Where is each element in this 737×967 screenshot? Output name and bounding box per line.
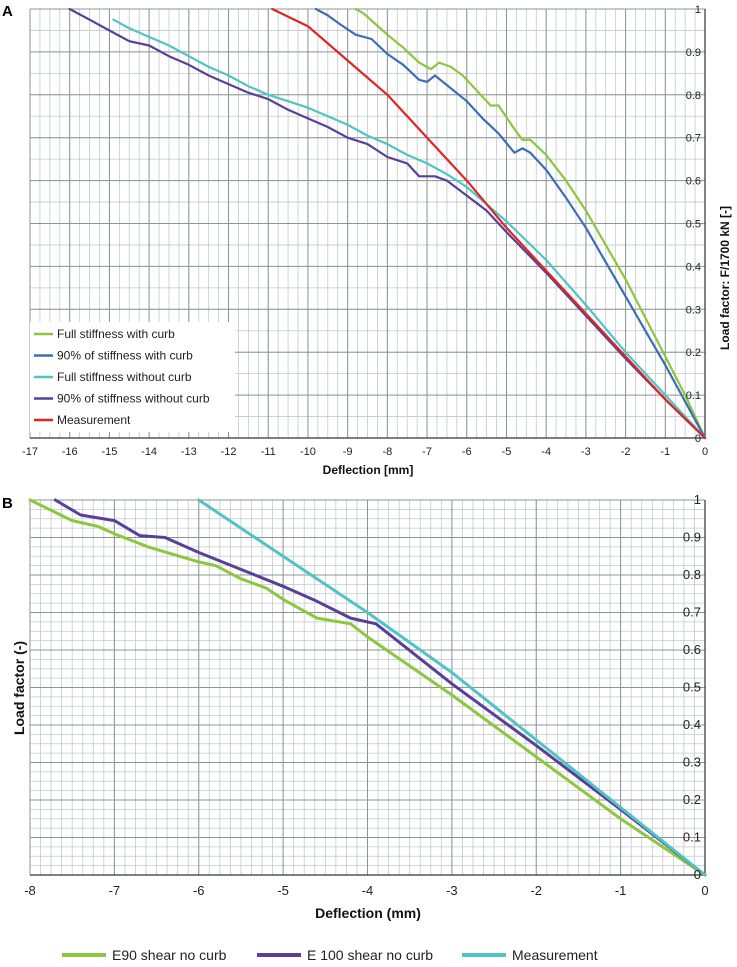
x-tick-label: -15: [101, 446, 117, 458]
x-tick-label: -4: [362, 883, 374, 898]
y-tick-label: 0.3: [683, 755, 701, 770]
legend-label-1: E90 shear no curb: [112, 947, 227, 963]
x-tick-label: 0: [702, 446, 708, 458]
panel-a-x-ticks: -17 -16 -15 -14 -13 -12 -11 -10 -9 -8 -7 -6 -5 -4 -3 -2…: [22, 446, 708, 458]
y-tick-label: 0.7: [683, 605, 701, 620]
panel-a-y-axis-label: Load factor: F/1700 kN [-]: [718, 206, 732, 350]
legend-label-5: Measurement: [57, 413, 131, 427]
panel-b-y-axis-label: Load factor (-): [11, 641, 27, 735]
panel-a-y-ticks: 0 0.1 0.2 0.3 0.4 0.5 0.6 0.7 0.8 0.9 1: [686, 4, 701, 445]
legend-label-4: 90% of stiffness without curb: [57, 392, 210, 406]
series-line-4: [68, 7, 707, 440]
y-tick-label: 0: [695, 433, 701, 445]
x-tick-label: -13: [181, 446, 197, 458]
series-line-3: [112, 18, 707, 440]
x-tick-label: -8: [382, 446, 392, 458]
x-tick-label: -2: [530, 883, 542, 898]
x-tick-label: -3: [581, 446, 591, 458]
panel-b-legend: E90 shear no curb E 100 shear no curb Meas…: [62, 947, 598, 963]
y-tick-label: 0.2: [686, 347, 701, 359]
x-tick-label: -6: [462, 446, 472, 458]
y-tick-label: 0.2: [683, 792, 701, 807]
x-tick-label: -17: [22, 446, 38, 458]
panel-a-legend: Full stiffness with curb 90% of stiffness…: [30, 322, 235, 432]
panel-b-x-ticks: -8 -7 -6 -5 -4 -3 -2 -1 0: [24, 883, 708, 898]
y-tick-label: 0.8: [683, 567, 701, 582]
x-tick-label: -9: [343, 446, 353, 458]
x-tick-label: -10: [300, 446, 316, 458]
legend-label-3: Full stiffness without curb: [57, 370, 192, 384]
x-tick-label: -7: [422, 446, 432, 458]
panel-b-y-ticks: 0 0.1 0.2 0.3 0.4 0.5 0.6 0.7 0.8 0.9 1: [683, 492, 701, 882]
panel-a-label: A: [2, 3, 13, 20]
x-tick-label: -5: [277, 883, 289, 898]
x-tick-label: -14: [141, 446, 157, 458]
series-line-2: [314, 7, 707, 440]
x-tick-label: -2: [621, 446, 631, 458]
series-line-1: [28, 498, 707, 877]
y-tick-label: 0: [694, 867, 701, 882]
series-line-5: [271, 7, 707, 440]
x-tick-label: 0: [701, 883, 708, 898]
panel-b-x-axis-label: Deflection (mm): [315, 905, 421, 921]
legend-label-1: Full stiffness with curb: [57, 327, 175, 341]
panel-a-series: [68, 7, 707, 440]
y-tick-label: 0.5: [686, 219, 701, 231]
legend-label-3: Measurement: [512, 947, 598, 963]
y-tick-label: 0.1: [683, 830, 701, 845]
y-tick-label: 0.4: [683, 717, 701, 732]
y-tick-label: 0.5: [683, 680, 701, 695]
y-tick-label: 0.3: [686, 304, 701, 316]
y-tick-label: 0.9: [683, 530, 701, 545]
panel-a-legend-background: [30, 322, 235, 432]
panel-a-x-axis-label: Deflection [mm]: [323, 463, 414, 477]
x-tick-label: -4: [541, 446, 551, 458]
y-tick-label: 0.4: [686, 261, 701, 273]
x-tick-label: -11: [261, 446, 276, 458]
y-tick-label: 1: [695, 4, 701, 16]
x-tick-label: -6: [193, 883, 205, 898]
x-tick-label: -5: [502, 446, 512, 458]
legend-label-2: E 100 shear no curb: [307, 947, 433, 963]
y-tick-label: 0.1: [686, 390, 701, 402]
x-tick-label: -1: [660, 446, 670, 458]
series-line-1: [354, 7, 707, 440]
panel-a-grid: [29, 8, 706, 439]
x-tick-label: -3: [446, 883, 458, 898]
x-tick-label: -7: [109, 883, 121, 898]
series-line-2: [53, 498, 707, 877]
y-tick-label: 1: [694, 492, 701, 507]
x-tick-label: -16: [62, 446, 78, 458]
y-tick-label: 0.6: [683, 642, 701, 657]
x-tick-label: -8: [24, 883, 36, 898]
series-line-3: [197, 498, 707, 877]
y-tick-label: 0.6: [686, 176, 701, 188]
legend-label-2: 90% of stiffness with curb: [57, 349, 193, 363]
y-tick-label: 0.7: [686, 133, 701, 145]
panel-a-chart: -17 -16 -15 -14 -13 -12 -11 -10 -9 -8 -7 -6 -5 -4 -3 -2…: [22, 4, 732, 477]
y-tick-label: 0.8: [686, 90, 701, 102]
panel-b-label: B: [2, 495, 13, 512]
panel-b-chart: -8 -7 -6 -5 -4 -3 -2 -1 0 0 0.1 0.2 0.3 0.4 0.5 0.6 0.7…: [11, 492, 709, 963]
panel-b-series: [28, 498, 707, 877]
x-tick-label: -12: [221, 446, 237, 458]
y-tick-label: 0.9: [686, 47, 701, 59]
panel-b-grid: [29, 499, 706, 876]
x-tick-label: -1: [615, 883, 627, 898]
